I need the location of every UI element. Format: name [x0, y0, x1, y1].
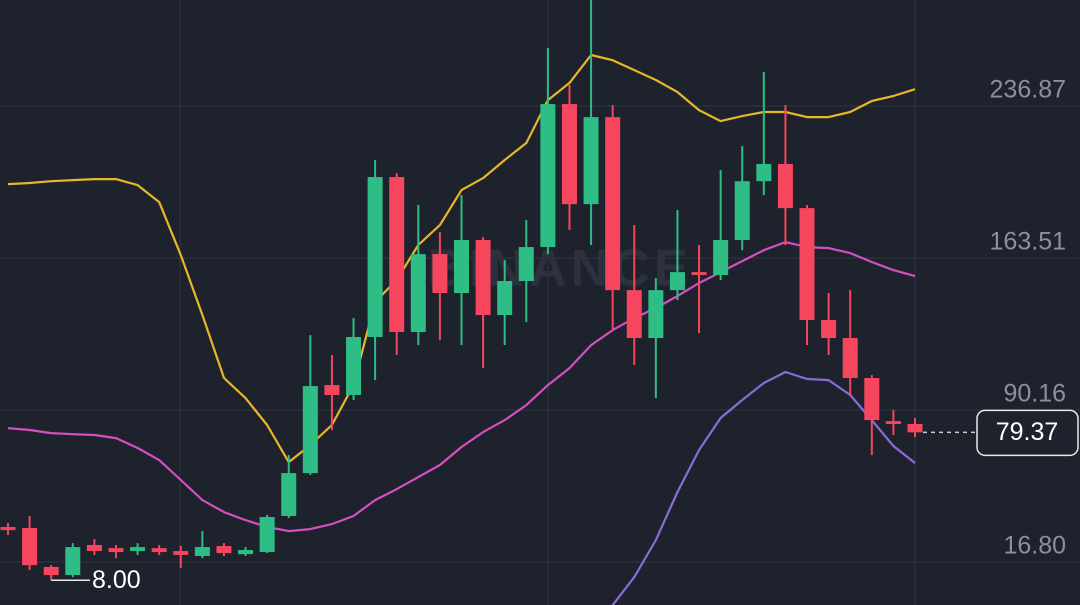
candle-body: [777, 163, 793, 209]
candle-body: [518, 247, 534, 282]
candle-body: [669, 272, 685, 291]
candle-body: [324, 385, 340, 395]
candle-body: [0, 526, 16, 531]
last-price-label: 79.37: [996, 418, 1059, 446]
candle-body: [259, 517, 275, 553]
candle-body: [22, 528, 38, 566]
candle-body: [540, 104, 556, 248]
candle-body: [497, 281, 513, 316]
candle-body: [561, 104, 577, 205]
y-tick-label: 90.16: [1003, 380, 1066, 408]
candle-body: [885, 421, 901, 425]
candle-body: [367, 177, 383, 337]
candle-body: [756, 163, 772, 182]
candle-body: [475, 240, 491, 316]
candle-body: [432, 254, 448, 294]
candle-body: [43, 566, 59, 576]
last-price-box: [976, 409, 1079, 457]
candle-body: [454, 240, 469, 294]
candle-body: [713, 240, 729, 276]
candle-body: [173, 551, 189, 555]
low-marker-label: 8.00: [92, 566, 141, 594]
candle-body: [151, 548, 167, 553]
candle-body: [108, 548, 124, 553]
candle-body: [216, 546, 232, 554]
y-tick-label: 163.51: [990, 228, 1066, 256]
watermark: BINANCE: [428, 240, 693, 298]
candle-body: [864, 378, 880, 421]
candle-body: [583, 117, 599, 205]
candle-body: [238, 549, 254, 555]
labels: 16.80 90.16 163.51 236.87 79.37 8.00: [51, 76, 1079, 594]
candle-body: [799, 208, 815, 320]
candle-body: [302, 386, 318, 474]
candle-body: [86, 545, 102, 552]
candle-body: [130, 547, 146, 552]
candle-body: [346, 336, 362, 395]
y-tick-label: 236.87: [990, 76, 1066, 104]
candle-body: [691, 272, 707, 276]
candle-body: [605, 117, 621, 291]
candle-body: [281, 473, 297, 517]
candles: [0, 0, 923, 581]
candle-body: [734, 181, 750, 241]
candle-body: [821, 319, 837, 339]
candle-body: [626, 290, 642, 339]
candle-body: [389, 177, 405, 333]
candle-body: [410, 254, 426, 333]
candle-body: [907, 424, 923, 433]
candle-body: [65, 547, 81, 576]
y-tick-label: 16.80: [1003, 532, 1066, 560]
candle-body: [194, 547, 210, 556]
band-line: [7, 241, 916, 533]
candle-body: [842, 338, 858, 379]
candle-body: [648, 290, 664, 339]
